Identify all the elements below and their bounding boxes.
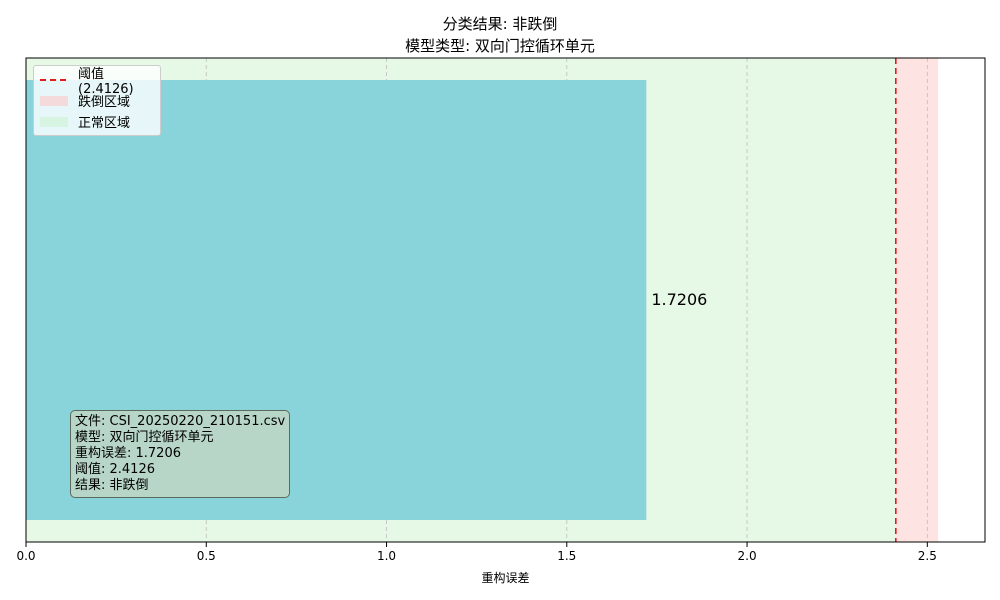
x-axis-label: 重构误差 xyxy=(481,570,529,585)
legend: 阈值 (2.4126) 跌倒区域 正常区域 xyxy=(33,65,161,136)
info-error: 重构误差: 1.7206 xyxy=(75,446,181,461)
anomaly-region xyxy=(895,58,939,542)
x-tick-label: 1.0 xyxy=(377,549,396,563)
plot-frame xyxy=(25,57,986,543)
x-tick-label: 2.5 xyxy=(918,549,937,563)
legend-label-threshold: 阈值 (2.4126) xyxy=(78,66,134,97)
bar-value-label: 1.7206 xyxy=(651,290,707,309)
info-file: 文件: CSI_20250220_210151.csv xyxy=(75,414,286,429)
x-tick-label: 0.5 xyxy=(197,549,216,563)
info-box: 文件: CSI_20250220_210151.csv 模型: 双向门控循环单元… xyxy=(70,410,291,498)
x-axis-ticks: 0.0 0.5 1.0 1.5 2.0 2.5 xyxy=(16,542,937,563)
info-result: 结果: 非跌倒 xyxy=(75,478,149,493)
info-model: 模型: 双向门控循环单元 xyxy=(75,430,214,445)
legend-item-normal-region: 正常区域 xyxy=(34,111,160,132)
legend-swatch-normal-region xyxy=(40,116,68,127)
legend-item-fall-region: 跌倒区域 xyxy=(34,90,160,111)
chart-subtitle: 模型类型: 双向门控循环单元 xyxy=(405,37,595,55)
x-tick-label: 1.5 xyxy=(557,549,576,563)
legend-label-normal-region: 正常区域 xyxy=(78,116,131,131)
legend-label-fall-region: 跌倒区域 xyxy=(78,95,131,110)
legend-swatch-threshold xyxy=(40,75,68,85)
info-threshold: 阈值: 2.4126 xyxy=(75,462,155,477)
x-tick-label: 0.0 xyxy=(16,549,35,563)
legend-swatch-fall-region xyxy=(40,95,68,106)
chart-title: 分类结果: 非跌倒 xyxy=(442,15,558,33)
legend-item-threshold: 阈值 (2.4126) xyxy=(34,67,160,97)
x-tick-label: 2.0 xyxy=(738,549,757,563)
